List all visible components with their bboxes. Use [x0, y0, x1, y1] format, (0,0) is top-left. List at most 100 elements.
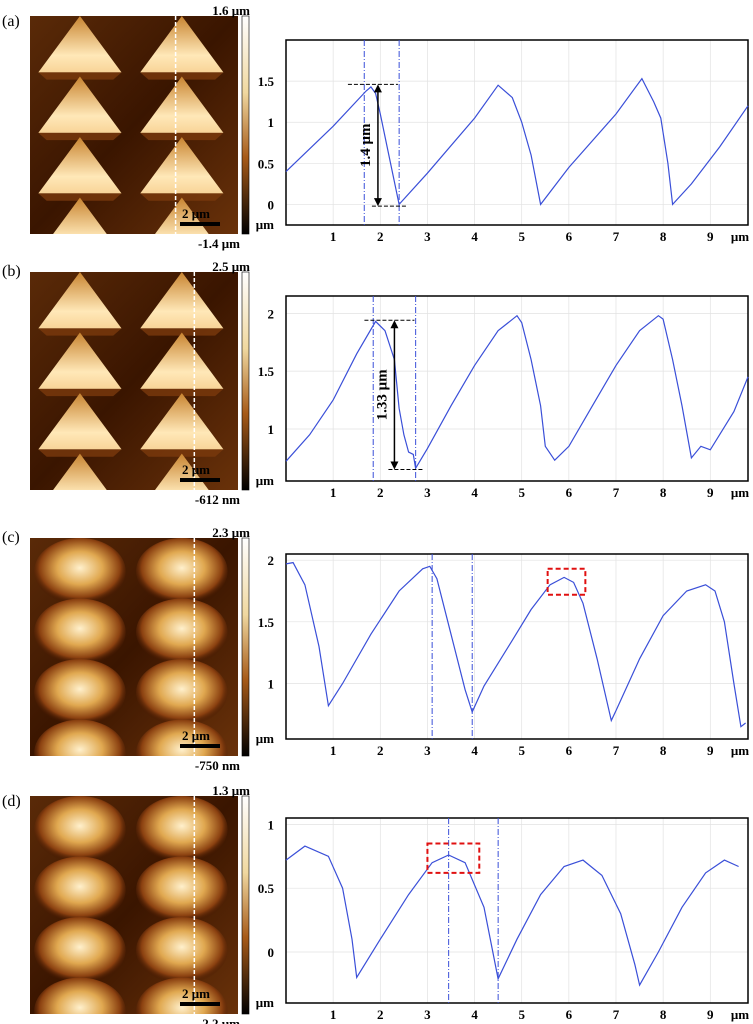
x-tick-label: 6 — [566, 1007, 573, 1022]
profile-line — [285, 77, 749, 206]
panel-b: (b) 2 μm 2.5 μm -612 nm 1 2 3 4 5 6 7 8 9 μm 1 1.5 2 μm 1.… — [2, 259, 749, 517]
pyramid-shadow — [38, 388, 122, 397]
x-tick-label: 1 — [330, 743, 337, 758]
pyramid-shadow — [140, 193, 224, 201]
y-unit-label: μm — [256, 473, 274, 488]
colorbar — [241, 271, 250, 491]
x-tick-label: 8 — [660, 743, 667, 758]
x-tick-label: 5 — [518, 229, 525, 244]
x-tick-label: 1 — [330, 485, 337, 500]
pyramid-shadow — [38, 449, 122, 457]
afm-features — [34, 796, 228, 1014]
step-arrow-head-bottom — [373, 198, 382, 207]
plot-area — [286, 818, 748, 1003]
pyramid-feature — [140, 393, 224, 450]
scalebar-label: 2 μm — [182, 986, 210, 1001]
pyramid-shadow — [38, 328, 122, 336]
pyramid-feature — [38, 332, 122, 389]
x-tick-label: 2 — [377, 1007, 384, 1022]
y-tick-label: 1.5 — [258, 615, 275, 630]
y-tick-label: 0 — [268, 945, 275, 960]
y-tick-label: 1 — [268, 115, 275, 130]
colorbar-min-label: -750 nm — [195, 758, 240, 773]
x-tick-label: 7 — [613, 485, 620, 500]
pyramid-feature — [140, 272, 224, 329]
pyramid-shadow — [38, 132, 122, 141]
scalebar-label: 2 μm — [182, 206, 210, 221]
pyramid-feature — [140, 16, 224, 73]
x-tick-label: 6 — [566, 485, 573, 500]
pyramid-shadow — [140, 510, 223, 517]
y-tick-label: 1.5 — [258, 74, 275, 89]
pyramid-shadow — [140, 388, 224, 397]
x-tick-label: 2 — [377, 485, 384, 500]
dome-feature — [136, 659, 228, 726]
afm-features — [34, 538, 228, 756]
y-tick-label: 0.5 — [258, 881, 275, 896]
x-tick-label: 4 — [471, 743, 478, 758]
y-tick-label: 0.5 — [258, 156, 275, 171]
plot-area — [286, 296, 748, 481]
highlight-box — [426, 842, 481, 874]
dome-feature — [34, 538, 126, 605]
x-tick-label: 4 — [471, 229, 478, 244]
pyramid-feature — [38, 272, 122, 329]
colorbar-max-label: 1.6 μm — [212, 3, 250, 18]
step-height-label: 1.33 μm — [374, 369, 390, 421]
afm-image: 2 μm — [30, 796, 238, 1014]
step-height-label: 1.4 μm — [358, 123, 374, 167]
y-tick-label: 1 — [268, 677, 275, 692]
panel-label: (a) — [2, 13, 20, 30]
scalebar — [180, 744, 220, 748]
y-unit-label: μm — [256, 217, 274, 232]
profile-chart: 1 2 3 4 5 6 7 8 9 μm 1 1.5 2 μm — [256, 553, 749, 758]
step-arrow-head-top — [373, 84, 382, 93]
profile-chart: 1 2 3 4 5 6 7 8 9 μm 0 0.5 1 μm — [256, 817, 749, 1022]
highlight-box — [546, 567, 587, 596]
colorbar-max-label: 2.3 μm — [212, 525, 250, 540]
y-tick-label: 1 — [268, 422, 275, 437]
colorbar-max-label: 1.3 μm — [212, 783, 250, 798]
dome-feature — [136, 538, 228, 605]
x-tick-label: 3 — [424, 229, 431, 244]
x-tick-label: 1 — [330, 229, 337, 244]
x-tick-label: 7 — [613, 229, 620, 244]
dome-feature — [34, 977, 126, 1014]
y-tick-label: 1 — [268, 817, 275, 832]
dome-feature — [34, 917, 126, 984]
y-unit-label: μm — [256, 995, 274, 1010]
x-tick-label: 7 — [613, 743, 620, 758]
colorbar-min-label: -1.4 μm — [198, 236, 240, 251]
pyramid-feature — [140, 76, 224, 133]
dome-feature — [136, 917, 228, 984]
pyramid-feature — [38, 137, 122, 194]
dome-feature — [34, 856, 126, 924]
x-tick-label: 5 — [518, 743, 525, 758]
colorbar — [241, 15, 250, 235]
dome-feature — [34, 598, 126, 666]
x-tick-label: 1 — [330, 1007, 337, 1022]
y-tick-label: 1.5 — [258, 364, 275, 379]
x-tick-label: 4 — [471, 1007, 478, 1022]
pyramid-feature — [140, 332, 224, 389]
afm-features — [38, 16, 224, 234]
step-arrow-head-top — [390, 320, 399, 329]
panel-a: (a) 2 μm 1.6 μm -1.4 μm 1 2 3 4 5 6 7 8 9 μm 0 0.5 1 1.5 μ… — [2, 3, 749, 251]
pyramid-feature — [38, 16, 122, 73]
x-tick-label: 8 — [660, 229, 667, 244]
dome-feature — [34, 796, 126, 863]
y-tick-label: 0 — [268, 197, 275, 212]
step-arrow-head-bottom — [390, 461, 399, 470]
colorbar-min-label: -2.2 μm — [198, 1016, 240, 1024]
x-unit-label: μm — [731, 485, 749, 500]
pyramid-shadow — [38, 510, 121, 517]
x-tick-label: 6 — [566, 229, 573, 244]
profile-line — [285, 314, 749, 471]
pyramid-feature — [53, 453, 107, 490]
pyramid-feature — [53, 197, 107, 234]
profile-line — [285, 561, 746, 728]
pyramid-shadow — [38, 72, 122, 80]
afm-image: 2 μm — [30, 16, 238, 234]
x-tick-label: 7 — [613, 1007, 620, 1022]
